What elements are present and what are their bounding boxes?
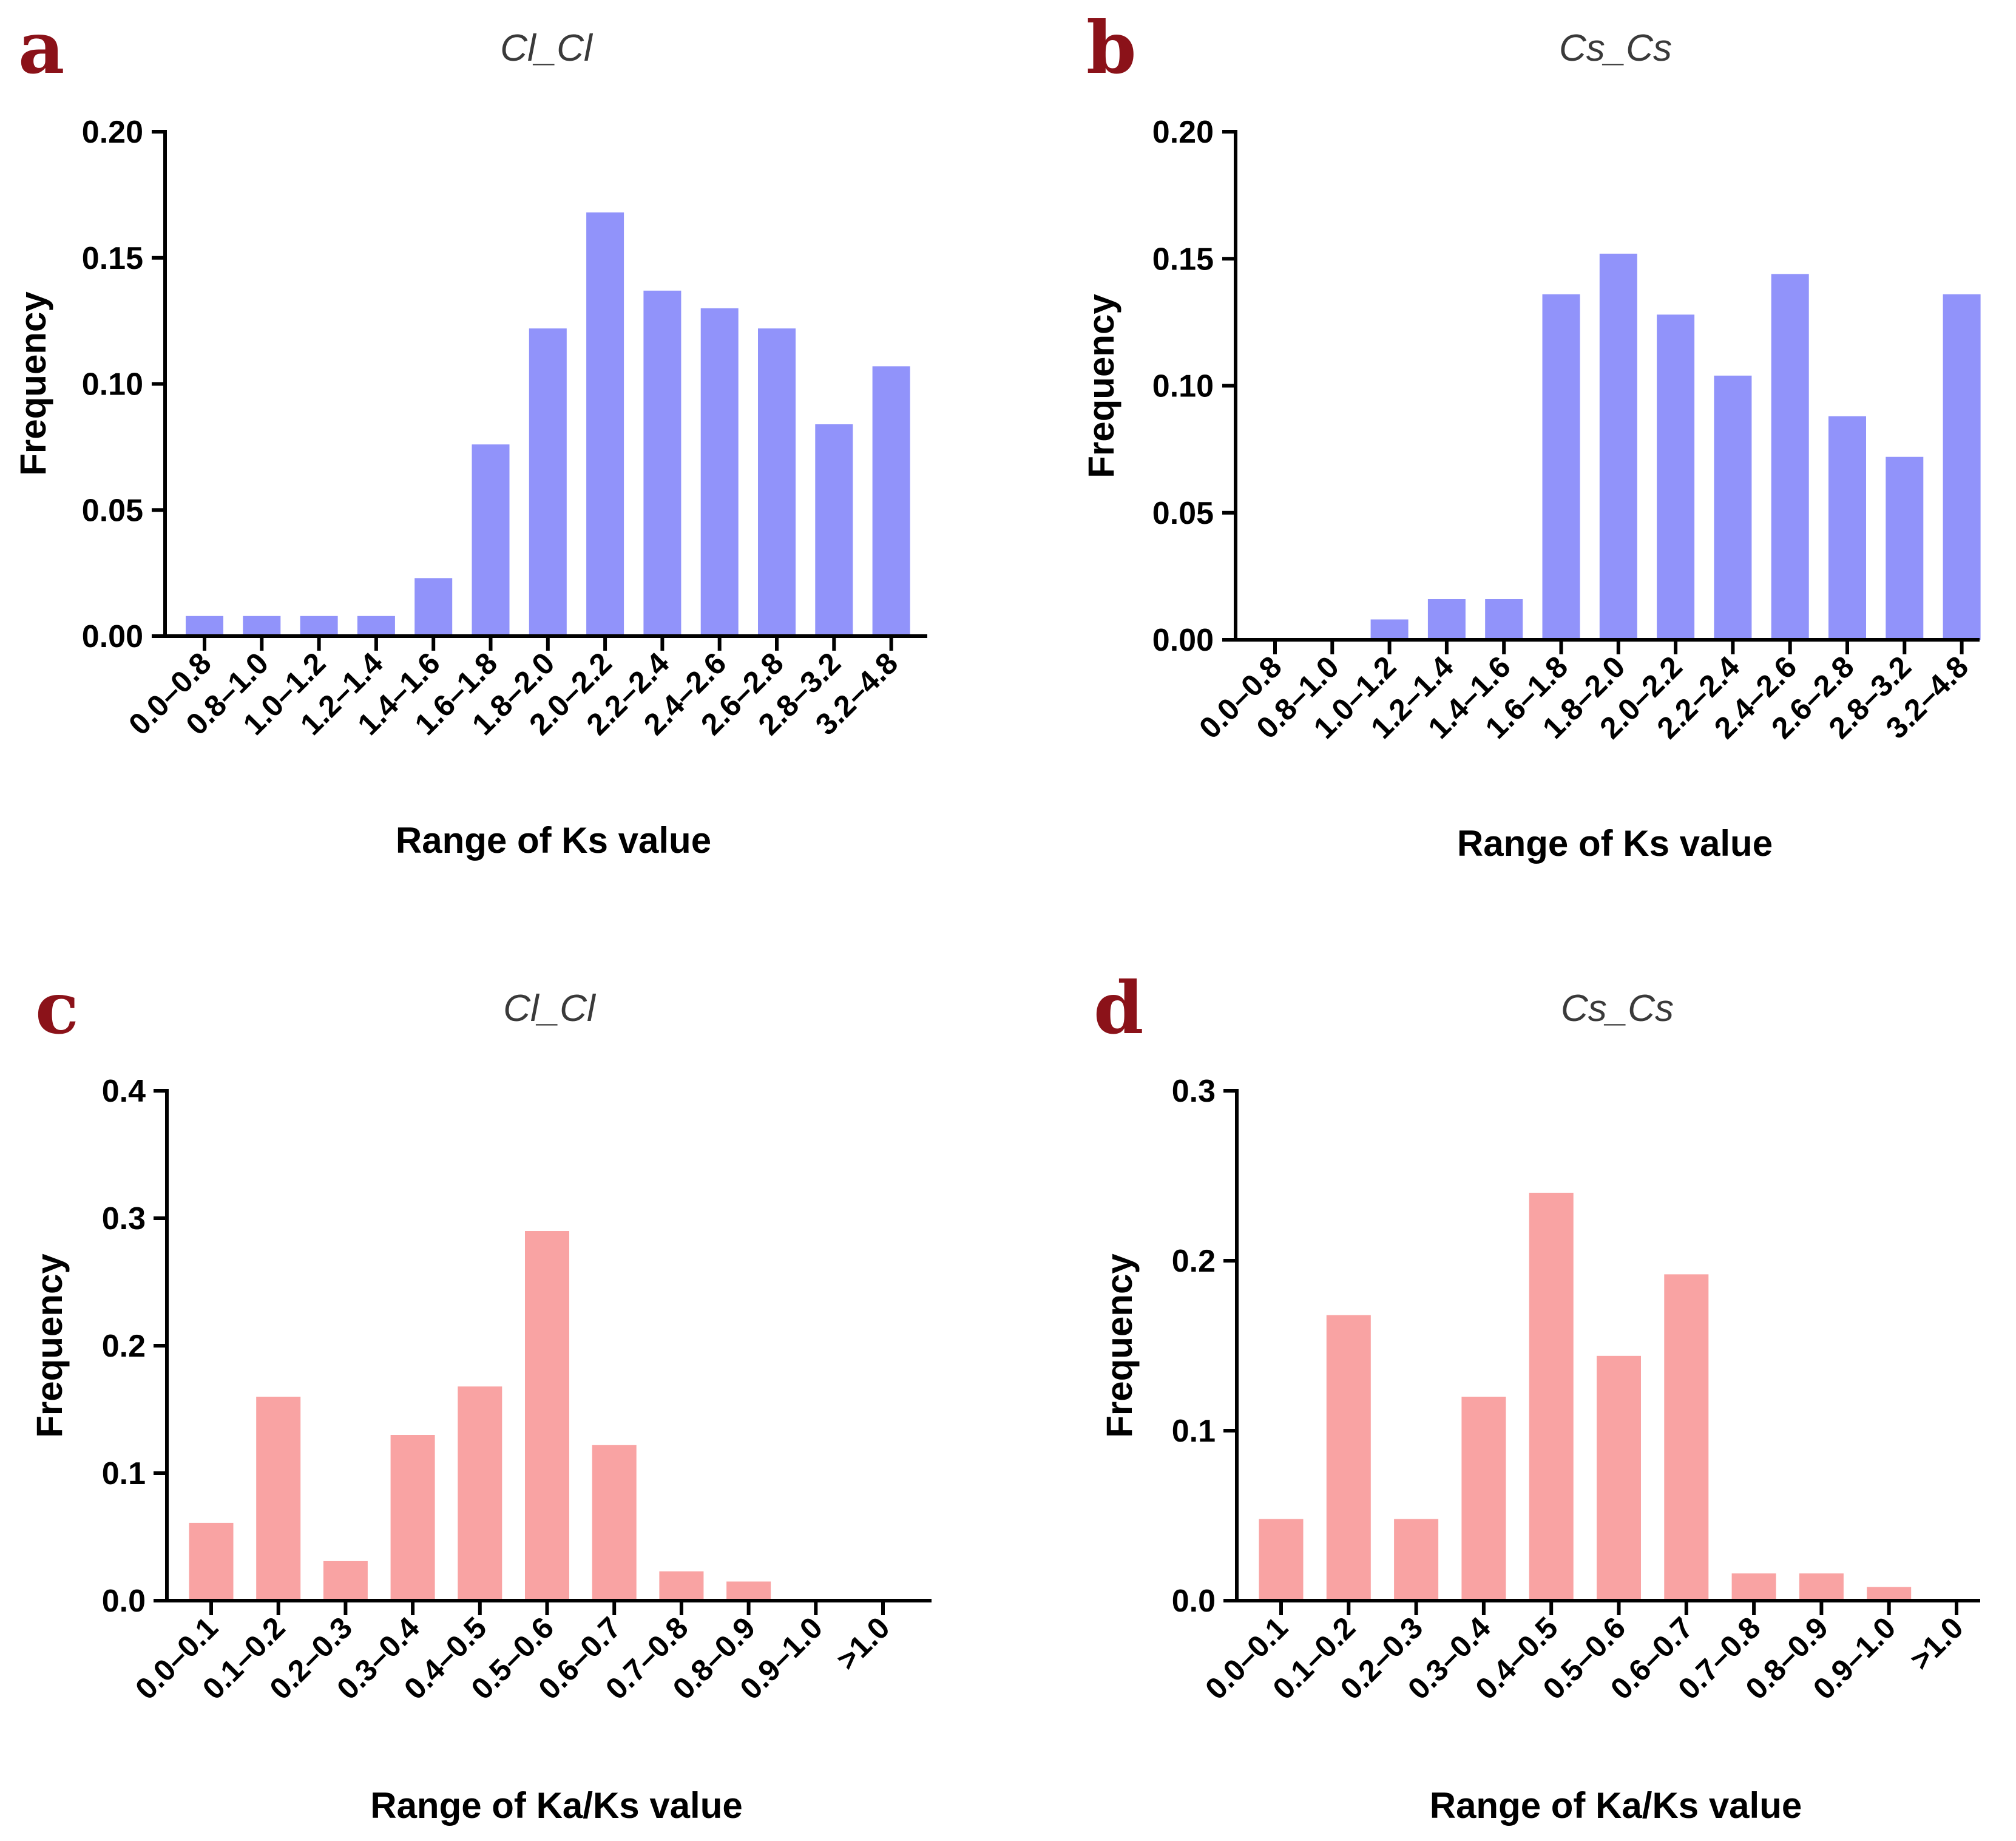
bar-2.0–2.2 (586, 212, 624, 636)
bar-0.0–0.1 (189, 1522, 234, 1601)
bar-0.1–0.2 (1326, 1315, 1371, 1601)
y-tick-label: 0.3 (1172, 1074, 1216, 1109)
y-tick-label: 0.1 (1172, 1414, 1216, 1449)
y-tick-label: 0.20 (1152, 115, 1214, 150)
y-tick-label: 0.15 (82, 241, 143, 276)
bar-0.2–0.3 (1394, 1519, 1439, 1601)
panel-a: a Cl_Cl0.000.050.100.150.200.0–0.80.8–1.0… (13, 5, 927, 861)
chart-title: Cs_Cs (1559, 27, 1672, 69)
bar-0.7–0.8 (1731, 1573, 1776, 1601)
bar-0.7–0.8 (659, 1571, 704, 1601)
bar-0.5–0.6 (525, 1231, 569, 1601)
y-axis-label: Frequency (1099, 1253, 1140, 1438)
bar-0.4–0.5 (458, 1386, 502, 1601)
bar-1.8–2.0 (1599, 253, 1637, 640)
x-axis-label: Range of Ka/Ks value (1430, 1785, 1802, 1826)
chart-title: Cl_Cl (500, 27, 594, 69)
y-tick-label: 0.3 (102, 1201, 146, 1236)
bar-2.0–2.2 (1657, 314, 1695, 640)
y-tick-label: 0.2 (1172, 1244, 1216, 1279)
y-tick-label: 0.2 (102, 1329, 146, 1364)
y-tick-label: 0.4 (102, 1074, 146, 1109)
panel-letter-d: d (1094, 966, 1144, 1050)
y-tick-label: 0.10 (1152, 369, 1214, 404)
x-axis-label: Range of Ks value (1457, 823, 1773, 864)
bar-2.6–2.8 (1828, 416, 1866, 640)
chart-title: Cs_Cs (1561, 988, 1674, 1029)
bar-0.6–0.7 (592, 1445, 637, 1601)
y-tick-label: 0.00 (82, 619, 143, 654)
panel-d: d Cs_Cs0.00.10.20.30.0–0.10.1–0.20.2–0.30… (1094, 966, 1980, 1826)
bar-1.6–1.8 (472, 444, 510, 636)
y-tick-label: 0.0 (102, 1584, 146, 1619)
bar-0.3–0.4 (1461, 1397, 1506, 1601)
y-tick-label: 0.15 (1152, 242, 1214, 277)
x-axis-label: Range of Ka/Ks value (370, 1785, 743, 1826)
bar-1.4–1.6 (414, 578, 453, 636)
bar-0.6–0.7 (1664, 1274, 1709, 1601)
bar-0.0–0.8 (186, 615, 223, 636)
bar-0.2–0.3 (323, 1561, 368, 1601)
bar-2.4–2.6 (700, 308, 739, 636)
bar-1.0–1.2 (300, 615, 338, 636)
y-tick-label: 0.10 (82, 367, 143, 402)
y-tick-label: 0.05 (82, 493, 143, 528)
bar-1.8–2.0 (529, 328, 567, 636)
bar-0.3–0.4 (390, 1435, 435, 1601)
panel-b: b Cs_Cs0.000.050.100.150.200.0–0.80.8–1.0… (1081, 5, 1981, 864)
y-tick-label: 0.0 (1172, 1584, 1216, 1619)
chart-title: Cl_Cl (503, 988, 597, 1029)
bar-2.2–2.4 (643, 290, 682, 636)
bar-0.1–0.2 (256, 1397, 301, 1601)
bar-2.4–2.6 (1771, 274, 1809, 640)
bar-1.6–1.8 (1542, 294, 1580, 640)
bar-3.2–4.8 (1943, 294, 1981, 640)
bar-0.4–0.5 (1529, 1193, 1574, 1601)
bar-0.0–0.1 (1259, 1519, 1304, 1601)
panel-letter-c: c (35, 966, 79, 1050)
bar-3.2–4.8 (872, 366, 910, 636)
bar-1.4–1.6 (1485, 599, 1523, 640)
panel-letter-a: a (18, 5, 64, 90)
x-tick-label: >1.0 (1903, 1610, 1969, 1677)
y-tick-label: 0.20 (82, 115, 143, 150)
bar-2.8–3.2 (1886, 456, 1924, 640)
bar-0.8–1.0 (243, 615, 281, 636)
y-axis-label: Frequency (29, 1253, 70, 1438)
x-axis-label: Range of Ks value (396, 820, 711, 861)
bar-1.2–1.4 (357, 615, 395, 636)
bar-1.2–1.4 (1427, 599, 1466, 640)
panel-letter-b: b (1086, 5, 1137, 90)
bar-0.8–0.9 (1799, 1573, 1844, 1601)
bar-2.8–3.2 (815, 424, 853, 636)
panel-c: c Cl_Cl0.00.10.20.30.40.0–0.10.1–0.20.2–0… (29, 966, 932, 1826)
y-tick-label: 0.1 (102, 1456, 146, 1491)
y-tick-label: 0.05 (1152, 496, 1214, 531)
y-axis-label: Frequency (1081, 294, 1121, 478)
y-axis-label: Frequency (13, 291, 53, 476)
bar-1.0–1.2 (1370, 619, 1409, 640)
y-tick-label: 0.00 (1152, 623, 1214, 658)
bar-0.8–0.9 (726, 1581, 771, 1601)
bar-0.5–0.6 (1597, 1355, 1641, 1601)
x-tick-label: >1.0 (830, 1610, 896, 1677)
bar-2.2–2.4 (1714, 375, 1752, 640)
bar-2.6–2.8 (758, 328, 796, 636)
bar-0.9–1.0 (1867, 1587, 1912, 1601)
